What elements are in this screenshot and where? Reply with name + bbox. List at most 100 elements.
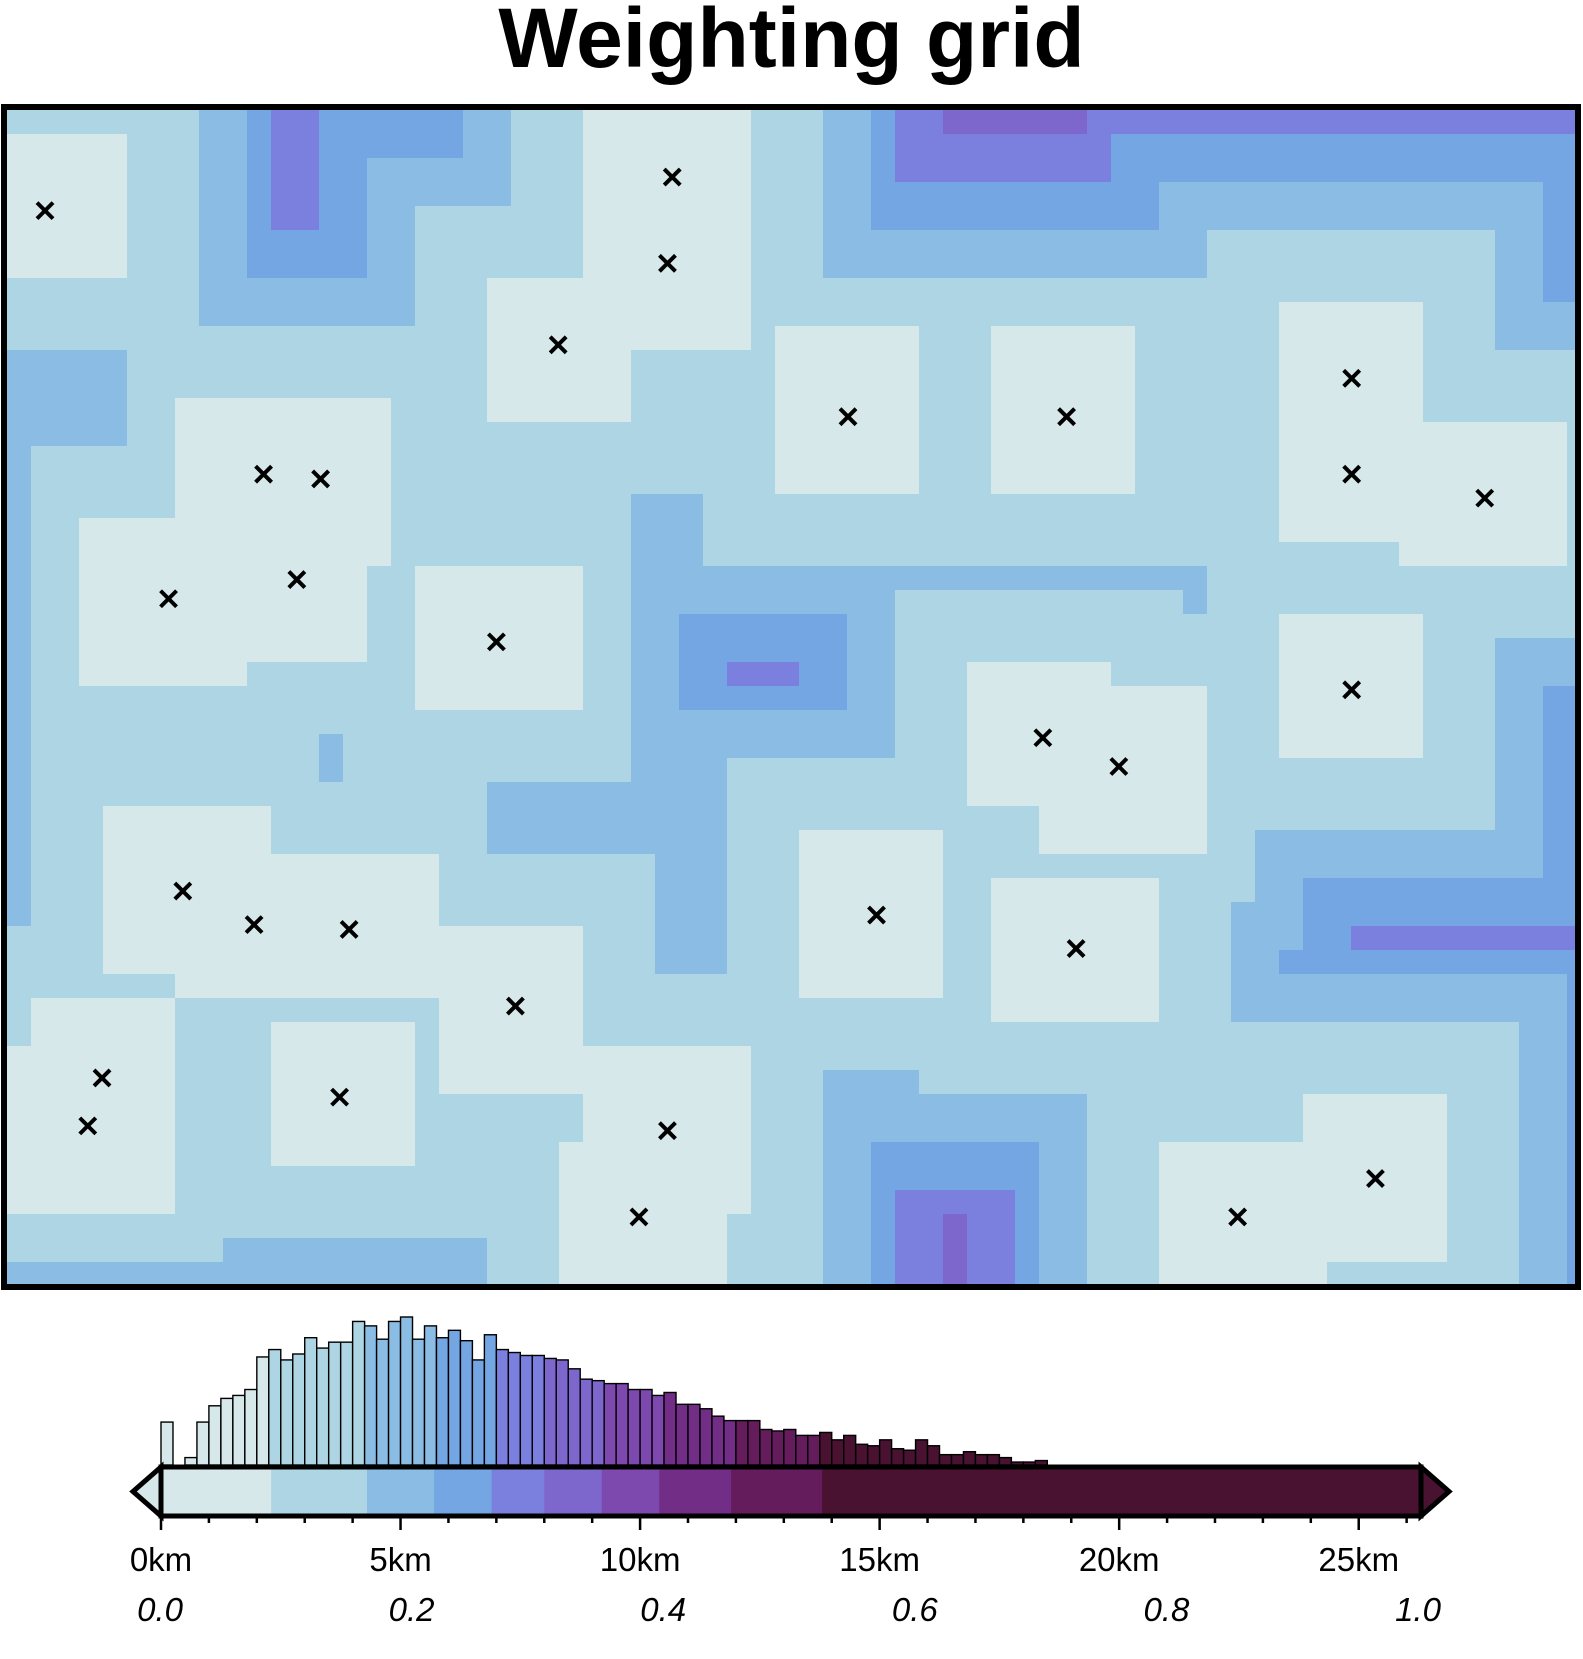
heatmap-cell <box>607 326 632 351</box>
heatmap-cell <box>151 734 176 759</box>
heatmap-cell <box>1495 470 1520 495</box>
heatmap-cell <box>823 566 848 591</box>
heatmap-cell <box>295 998 320 1023</box>
heatmap-cell <box>1207 734 1232 759</box>
heatmap-cell <box>1327 230 1352 255</box>
heatmap-cell <box>1543 1094 1568 1119</box>
heatmap-cell <box>31 494 56 519</box>
heatmap-cell <box>991 254 1016 279</box>
heatmap-cell <box>175 158 200 183</box>
heatmap-cell <box>535 614 560 639</box>
heatmap-cell <box>271 974 296 999</box>
heatmap-cell <box>991 638 1016 663</box>
heatmap-cell <box>655 806 680 831</box>
heatmap-cell <box>727 758 752 783</box>
heatmap-cell <box>655 1214 680 1239</box>
heatmap-cell <box>1231 182 1256 207</box>
histogram-bar <box>543 1357 557 1466</box>
heatmap-cell <box>535 1166 560 1191</box>
heatmap-cell <box>1279 758 1304 783</box>
heatmap-cell <box>727 110 752 135</box>
heatmap-cell <box>607 998 632 1023</box>
heatmap-cell <box>175 1214 200 1239</box>
heatmap-cell <box>703 1262 728 1285</box>
heatmap-cell <box>367 350 392 375</box>
heatmap-cell <box>439 854 464 879</box>
heatmap-cell <box>343 1046 368 1071</box>
heatmap-cell <box>199 950 224 975</box>
heatmap-cell <box>1471 230 1496 255</box>
heatmap-cell <box>727 1094 752 1119</box>
heatmap-cell <box>943 1190 968 1215</box>
heatmap-cell <box>775 950 800 975</box>
heatmap-cell <box>1327 1214 1352 1239</box>
heatmap-cell <box>223 230 248 255</box>
histogram-bar <box>627 1388 641 1466</box>
heatmap-cell <box>103 398 128 423</box>
heatmap-cell <box>1255 398 1280 423</box>
heatmap-cell <box>1087 686 1112 711</box>
heatmap-cell <box>487 350 512 375</box>
heatmap-cell <box>703 830 728 855</box>
heatmap-cell <box>847 758 872 783</box>
heatmap-cell <box>919 950 944 975</box>
heatmap-cell <box>511 374 536 399</box>
heatmap-cell <box>1303 134 1328 159</box>
heatmap-cell <box>1279 1214 1304 1239</box>
histogram-bar <box>268 1348 282 1466</box>
heatmap-cell <box>511 1046 536 1071</box>
heatmap-cell <box>1279 494 1304 519</box>
histogram-bar <box>675 1403 689 1466</box>
heatmap-cell <box>703 734 728 759</box>
heatmap-cell <box>871 518 896 543</box>
heatmap-cell <box>511 902 536 927</box>
heatmap-cell <box>1159 1238 1184 1263</box>
heatmap-cell <box>247 470 272 495</box>
heatmap-cell <box>415 110 440 135</box>
heatmap-cell <box>1111 398 1136 423</box>
heatmap-cell <box>391 878 416 903</box>
heatmap-cell <box>223 662 248 687</box>
heatmap-cell <box>679 830 704 855</box>
heatmap-cell <box>103 1190 128 1215</box>
heatmap-cell <box>1063 470 1088 495</box>
heatmap-cell <box>1423 926 1448 951</box>
heatmap-cell <box>199 374 224 399</box>
heatmap-cell <box>319 350 344 375</box>
heatmap-cell <box>1495 998 1520 1023</box>
heatmap-cell <box>991 1190 1016 1215</box>
heatmap-cell <box>775 470 800 495</box>
heatmap-cell <box>1111 158 1136 183</box>
heatmap-cell <box>1279 734 1304 759</box>
heatmap-cell <box>439 302 464 327</box>
heatmap-cell <box>1111 326 1136 351</box>
heatmap-cell <box>679 758 704 783</box>
heatmap-cell <box>895 350 920 375</box>
histogram-bar <box>735 1419 749 1466</box>
heatmap-cell <box>799 1166 824 1191</box>
heatmap-cell <box>343 518 368 543</box>
heatmap-cell <box>1519 902 1544 927</box>
heatmap-cell <box>583 110 608 135</box>
heatmap-cell <box>415 278 440 303</box>
heatmap-cell <box>295 1190 320 1215</box>
heatmap-cell <box>223 326 248 351</box>
heatmap-cell <box>463 110 488 135</box>
heatmap-cell <box>1327 1022 1352 1047</box>
heatmap-cell <box>799 662 824 687</box>
heatmap-cell <box>631 206 656 231</box>
heatmap-cell <box>247 1070 272 1095</box>
heatmap-cell <box>1207 950 1232 975</box>
heatmap-cell <box>583 158 608 183</box>
heatmap-cell <box>1135 1046 1160 1071</box>
heatmap-cell <box>1351 974 1376 999</box>
heatmap-cell <box>967 326 992 351</box>
heatmap-cell <box>55 926 80 951</box>
heatmap-cell <box>463 1214 488 1239</box>
heatmap-cell <box>631 446 656 471</box>
heatmap-cell <box>487 1142 512 1167</box>
heatmap-cell <box>1399 1166 1424 1191</box>
heatmap-cell <box>1399 230 1424 255</box>
heatmap-cell <box>1351 398 1376 423</box>
heatmap-cell <box>151 158 176 183</box>
